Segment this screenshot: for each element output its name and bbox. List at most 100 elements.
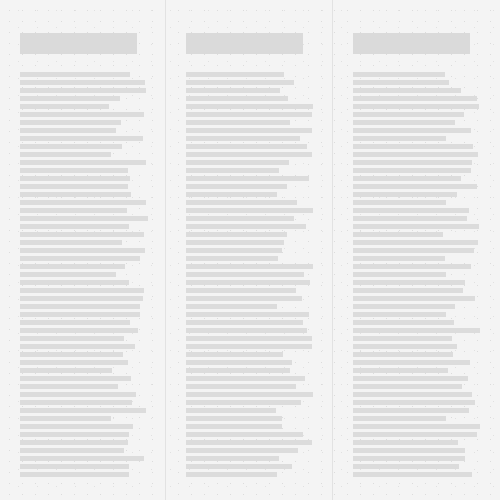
text-line-placeholder: [186, 304, 277, 309]
text-line-placeholder: [186, 384, 296, 389]
text-line-placeholder: [353, 120, 455, 125]
text-line-placeholder: [20, 472, 129, 477]
text-line-placeholder: [20, 280, 129, 285]
text-line-placeholder: [186, 440, 312, 445]
text-line-placeholder: [353, 96, 477, 101]
text-line-placeholder: [353, 208, 469, 213]
text-line-placeholder: [20, 296, 143, 301]
text-line-placeholder: [353, 376, 468, 381]
text-line-placeholder: [353, 352, 453, 357]
text-line-placeholder: [186, 232, 287, 237]
text-line-placeholder: [186, 328, 307, 333]
column-heading-placeholder: [186, 33, 303, 54]
text-line-placeholder: [186, 312, 309, 317]
text-line-placeholder: [20, 464, 129, 469]
text-line-placeholder: [186, 80, 294, 85]
text-line-placeholder: [20, 168, 128, 173]
text-line-placeholder: [20, 304, 140, 309]
text-line-placeholder: [353, 264, 471, 269]
text-line-placeholder: [20, 160, 146, 165]
text-lines: [353, 72, 500, 480]
text-line-placeholder: [353, 344, 457, 349]
text-line-placeholder: [20, 424, 133, 429]
text-line-placeholder: [353, 400, 475, 405]
text-line-placeholder: [186, 264, 313, 269]
text-line-placeholder: [20, 288, 144, 293]
text-line-placeholder: [353, 232, 443, 237]
text-line-placeholder: [186, 368, 290, 373]
text-line-placeholder: [353, 360, 470, 365]
text-line-placeholder: [186, 400, 301, 405]
text-line-placeholder: [186, 152, 312, 157]
text-line-placeholder: [20, 128, 116, 133]
text-line-placeholder: [186, 456, 279, 461]
text-line-placeholder: [186, 216, 294, 221]
text-line-placeholder: [186, 472, 277, 477]
text-line-placeholder: [186, 360, 292, 365]
text-line-placeholder: [20, 152, 111, 157]
text-line-placeholder: [20, 352, 123, 357]
text-line-placeholder: [186, 248, 282, 253]
text-line-placeholder: [20, 440, 128, 445]
text-line-placeholder: [186, 160, 289, 165]
text-line-placeholder: [186, 408, 276, 413]
text-line-placeholder: [20, 384, 118, 389]
text-line-placeholder: [20, 192, 131, 197]
text-line-placeholder: [186, 464, 292, 469]
text-line-placeholder: [353, 424, 480, 429]
text-line-placeholder: [20, 456, 144, 461]
text-line-placeholder: [353, 72, 445, 77]
text-column-1: [0, 0, 166, 500]
text-line-placeholder: [20, 216, 148, 221]
text-line-placeholder: [20, 392, 136, 397]
text-line-placeholder: [186, 448, 298, 453]
text-line-placeholder: [20, 232, 144, 237]
text-line-placeholder: [353, 240, 478, 245]
text-line-placeholder: [20, 408, 146, 413]
text-line-placeholder: [20, 112, 144, 117]
text-line-placeholder: [353, 384, 462, 389]
text-line-placeholder: [353, 464, 459, 469]
text-line-placeholder: [186, 96, 288, 101]
text-line-placeholder: [353, 144, 473, 149]
text-line-placeholder: [353, 440, 458, 445]
text-line-placeholder: [186, 72, 284, 77]
text-line-placeholder: [20, 312, 140, 317]
text-line-placeholder: [20, 88, 146, 93]
column-heading-placeholder: [20, 33, 137, 54]
text-line-placeholder: [186, 208, 313, 213]
text-line-placeholder: [186, 344, 312, 349]
text-line-placeholder: [20, 72, 130, 77]
text-line-placeholder: [20, 224, 129, 229]
text-line-placeholder: [20, 376, 131, 381]
text-line-placeholder: [353, 416, 446, 421]
text-line-placeholder: [353, 328, 480, 333]
text-line-placeholder: [353, 88, 461, 93]
text-line-placeholder: [186, 424, 282, 429]
text-lines: [20, 72, 165, 480]
text-line-placeholder: [353, 272, 446, 277]
text-line-placeholder: [20, 104, 109, 109]
text-line-placeholder: [20, 176, 130, 181]
text-line-placeholder: [353, 448, 465, 453]
text-line-placeholder: [186, 256, 278, 261]
text-line-placeholder: [353, 392, 472, 397]
text-line-placeholder: [186, 240, 284, 245]
text-line-placeholder: [20, 144, 122, 149]
text-line-placeholder: [353, 216, 467, 221]
text-line-placeholder: [353, 312, 446, 317]
text-line-placeholder: [353, 368, 448, 373]
text-line-placeholder: [353, 136, 446, 141]
text-line-placeholder: [20, 80, 145, 85]
text-line-placeholder: [20, 368, 112, 373]
text-line-placeholder: [20, 336, 124, 341]
text-line-placeholder: [353, 200, 446, 205]
text-line-placeholder: [20, 448, 124, 453]
text-line-placeholder: [353, 432, 477, 437]
text-line-placeholder: [353, 128, 471, 133]
text-line-placeholder: [20, 344, 135, 349]
text-line-placeholder: [353, 280, 465, 285]
text-line-placeholder: [20, 136, 143, 141]
text-line-placeholder: [186, 192, 277, 197]
text-line-placeholder: [186, 104, 313, 109]
